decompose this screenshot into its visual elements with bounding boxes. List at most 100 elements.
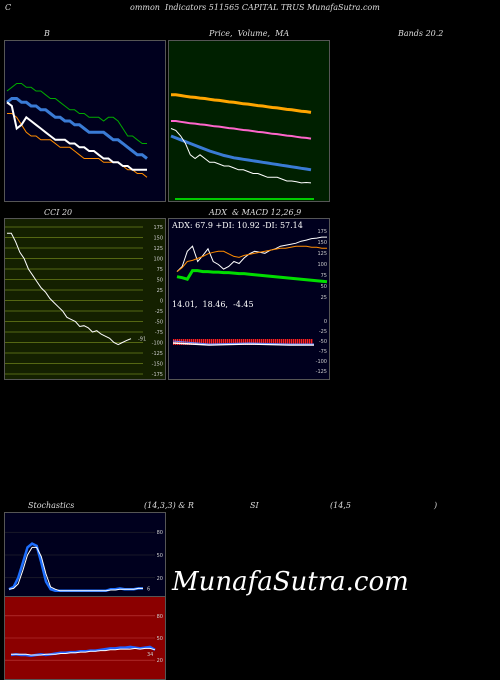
- upper-band-line: [6, 83, 147, 144]
- macd-signal-line: [172, 340, 314, 345]
- stoch-last-value-label: 6: [147, 586, 150, 592]
- macd-tick-label: 0: [324, 319, 327, 325]
- macd-histogram-bar: [201, 339, 203, 345]
- macd-histogram-bar: [213, 339, 215, 345]
- macd-histogram-bar: [207, 339, 209, 345]
- adx-tick-label: 125: [317, 251, 327, 257]
- macd-histogram-bar: [249, 339, 251, 345]
- price-ma-chart: [170, 93, 314, 200]
- bollinger-label: B: [44, 29, 50, 38]
- macd-histogram-bar: [275, 339, 277, 345]
- cci-tick-label: -125: [152, 351, 163, 357]
- macd-histogram-bar: [247, 339, 249, 345]
- stoch-tick-label: 50: [157, 553, 163, 559]
- macd-line: [172, 342, 314, 346]
- cci-label: CCI 20: [44, 208, 73, 217]
- macd-histogram-bar: [267, 339, 269, 345]
- rsi-tick-label: 80: [157, 614, 163, 620]
- macd-histogram-bar: [195, 339, 197, 345]
- stoch-tick-label: 80: [157, 530, 163, 536]
- cci-chart: 175 150 125 100 75 50 25 0 -25 -50 -75 -100 -125 -150…: [5, 225, 163, 378]
- macd-histogram-bar: [211, 339, 213, 345]
- ma-blue-line: [170, 134, 312, 172]
- stoch-k-line: [8, 542, 143, 592]
- macd-histogram-bar: [225, 339, 227, 345]
- header-title: ommon Indicators 511565 CAPITAL TRUS Mun…: [130, 3, 380, 12]
- macd-histogram-bar: [279, 339, 281, 345]
- stoch-label-e: ): [434, 501, 438, 510]
- adx-macd-chart: 1751501251007550250-25-50-75-100-125-150…: [172, 229, 328, 375]
- adx-tick-label: 100: [317, 262, 327, 268]
- adx-readout: ADX: 67.9 +DI: 10.92 -DI: 57.14: [172, 221, 303, 230]
- cci-tick-label: -50: [155, 320, 163, 326]
- ma-pink-line: [171, 120, 312, 140]
- adx-panel: 1751501251007550250-25-50-75-100-125-150…: [168, 218, 330, 380]
- rsi-panel: 80 50 20 34: [4, 596, 166, 680]
- adx-tick-label: 150: [317, 240, 327, 246]
- price-line: [6, 101, 147, 171]
- macd-histogram-bar: [277, 339, 279, 345]
- adx-tick-label: 175: [317, 229, 327, 235]
- cci-tick-label: 125: [153, 246, 163, 252]
- macd-histogram-bar: [297, 339, 299, 345]
- macd-histogram-bar: [281, 339, 283, 345]
- macd-histogram-bar: [309, 339, 311, 345]
- macd-histogram-bar: [283, 339, 285, 345]
- macd-tick-label: -25: [319, 329, 327, 335]
- macd-tick-label: -100: [316, 359, 327, 365]
- macd-histogram-bar: [239, 339, 241, 345]
- macd-histogram-bar: [227, 339, 229, 345]
- cci-tick-label: 175: [153, 225, 163, 231]
- adx-tick-label: 75: [321, 273, 327, 279]
- ma-orange-line: [171, 93, 312, 114]
- macd-histogram-bar: [229, 339, 231, 345]
- macd-histogram-bar: [265, 339, 267, 345]
- macd-readout: 14.01, 18.46, -4.45: [172, 300, 254, 309]
- macd-histogram-bar: [307, 339, 309, 345]
- adx-macd-label: ADX & MACD 12,26,9: [209, 208, 302, 217]
- macd-histogram-bar: [217, 339, 219, 345]
- stoch-d-line: [8, 546, 143, 592]
- bands-label: Bands 20.2: [398, 29, 444, 38]
- cci-panel: 175 150 125 100 75 50 25 0 -25 -50 -75 -100 -125 -150…: [4, 218, 166, 380]
- stochastics-panel: 80 50 20 6: [4, 512, 166, 598]
- macd-histogram-bar: [219, 339, 221, 345]
- stoch-tick-label: 20: [157, 576, 163, 582]
- macd-histogram-bar: [295, 339, 297, 345]
- macd-histogram-bar: [241, 339, 243, 345]
- macd-histogram-bar: [303, 339, 305, 345]
- price-ma-label: Price, Volume, MA: [209, 29, 290, 38]
- stoch-label-b: (14,3,3) & R: [144, 501, 194, 510]
- macd-histogram-bar: [305, 339, 307, 345]
- adx-tick-label: 25: [321, 295, 327, 301]
- macd-histogram-bar: [311, 339, 313, 345]
- bollinger-panel: [4, 40, 166, 202]
- cci-last-value-label: -91: [138, 337, 146, 343]
- macd-histogram-bar: [175, 339, 177, 345]
- cci-tick-label: 25: [157, 288, 163, 294]
- adx-tick-label: 50: [321, 284, 327, 290]
- cci-line: [7, 232, 132, 346]
- macd-histogram-bar: [285, 339, 287, 345]
- macd-histogram-bar: [191, 339, 193, 345]
- macd-tick-label: -125: [316, 369, 327, 375]
- macd-histogram-bar: [173, 339, 175, 345]
- macd-histogram-bar: [203, 339, 205, 345]
- macd-tick-label: -75: [319, 349, 327, 355]
- rsi-tick-label: 50: [157, 636, 163, 642]
- stoch-label-d: (14,5: [330, 501, 351, 510]
- macd-histogram-bar: [299, 339, 301, 345]
- close-price-line: [170, 128, 312, 184]
- cci-tick-label: 75: [157, 267, 163, 273]
- minus-di-line: [176, 245, 327, 272]
- macd-histogram-bar: [221, 339, 223, 345]
- macd-tick-label: -50: [319, 339, 327, 345]
- macd-histogram-bar: [273, 339, 275, 345]
- stochastics-chart: 80 50 20 6: [5, 530, 163, 592]
- macd-histogram-bar: [289, 339, 291, 345]
- stoch-label-a: Stochastics: [28, 501, 75, 510]
- macd-histogram-bar: [233, 339, 235, 345]
- cci-tick-label: -150: [152, 362, 163, 368]
- macd-histogram-bar: [301, 339, 303, 345]
- macd-histogram-bar: [199, 339, 201, 345]
